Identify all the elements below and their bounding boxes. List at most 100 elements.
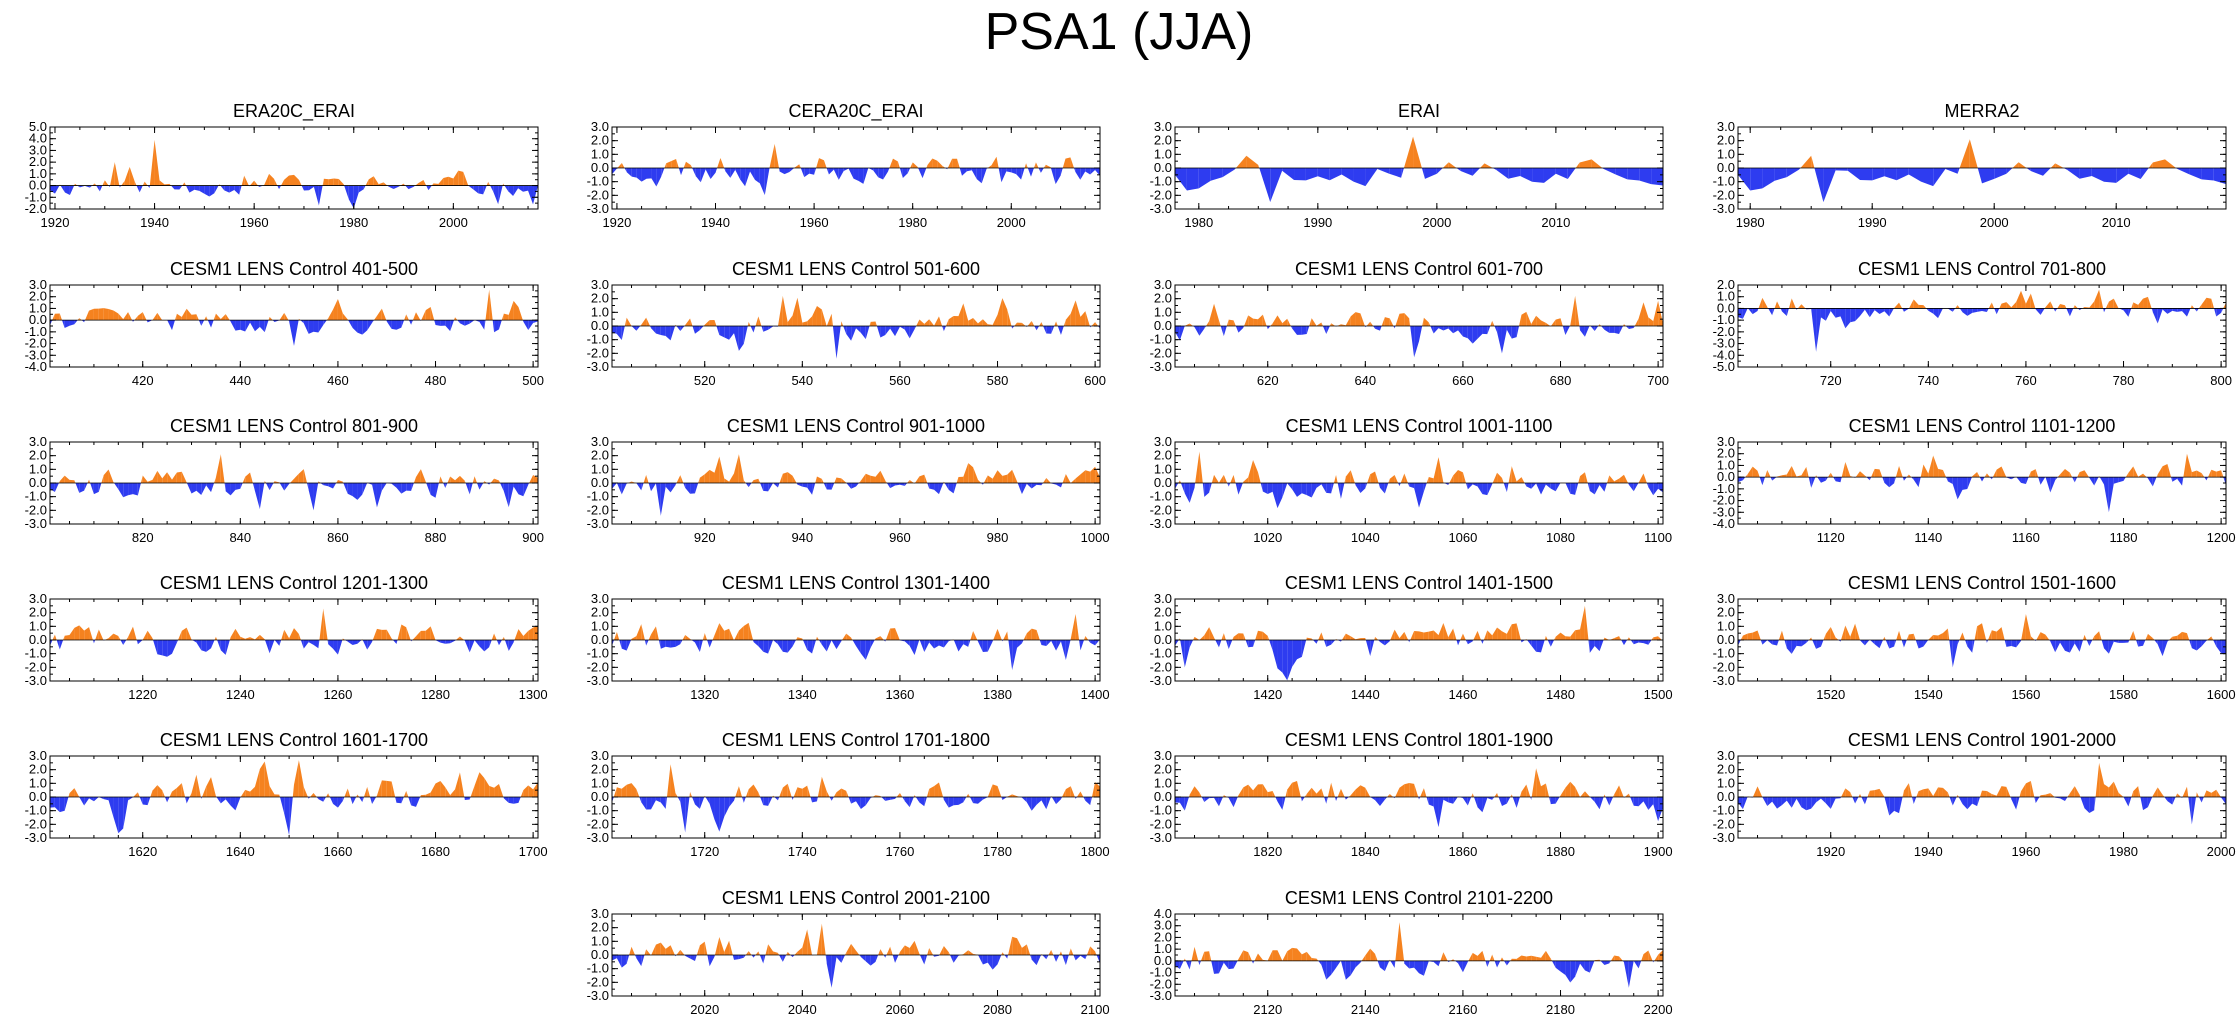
positive-segment [113, 311, 118, 321]
negative-segment [1994, 168, 2006, 179]
positive-segment [104, 308, 109, 320]
negative-segment [1083, 797, 1085, 801]
negative-segment [1051, 168, 1056, 184]
positive-segment [2197, 470, 2202, 477]
positive-segment [413, 312, 416, 320]
positive-segment [915, 941, 920, 955]
positive-segment [2109, 299, 2114, 309]
negative-segment [619, 640, 622, 649]
positive-segment [2153, 159, 2165, 168]
x-tick-label: 1960 [800, 215, 829, 230]
negative-segment [196, 640, 201, 650]
negative-segment [1463, 797, 1468, 806]
negative-segment [1453, 326, 1458, 333]
negative-segment [1530, 797, 1531, 800]
negative-segment [396, 320, 401, 330]
negative-segment [2189, 168, 2201, 179]
positive-segment [1069, 948, 1071, 955]
positive-segment [99, 308, 104, 320]
positive-segment [1071, 948, 1074, 955]
positive-segment [2041, 632, 2046, 640]
negative-segment [1180, 326, 1185, 340]
positive-segment [528, 627, 533, 640]
negative-segment [1507, 326, 1512, 339]
positive-segment [1439, 457, 1444, 483]
x-tick-label: 2000 [2207, 844, 2236, 859]
positive-segment [915, 476, 920, 483]
negative-segment [1032, 955, 1037, 965]
positive-segment [204, 316, 206, 320]
negative-segment [109, 797, 114, 817]
positive-segment [104, 469, 109, 483]
negative-segment [916, 797, 920, 802]
positive-segment [1561, 318, 1563, 326]
negative-segment [836, 955, 841, 963]
positive-segment [1263, 784, 1268, 797]
positive-segment [110, 162, 115, 185]
positive-segment [2002, 302, 2007, 308]
negative-segment [1643, 797, 1648, 810]
positive-segment [988, 475, 993, 483]
positive-segment [1230, 475, 1233, 483]
x-tick-label: 840 [229, 530, 251, 545]
negative-segment [1075, 168, 1080, 180]
positive-segment [793, 476, 797, 483]
positive-segment [676, 159, 679, 168]
negative-segment [866, 955, 871, 966]
positive-segment [968, 950, 973, 955]
negative-segment [1933, 168, 1945, 186]
negative-segment [165, 797, 167, 802]
negative-segment [157, 640, 162, 655]
positive-segment [387, 781, 392, 797]
negative-segment [884, 955, 886, 958]
negative-segment [2038, 477, 2040, 485]
y-tick-label: -3.0 [25, 830, 47, 845]
positive-segment [1914, 634, 1916, 640]
x-tick-label: 1800 [1081, 844, 1110, 859]
negative-segment [841, 955, 845, 963]
negative-segment [2065, 797, 2068, 801]
negative-segment [277, 186, 279, 190]
positive-segment [900, 945, 905, 955]
positive-segment [1758, 786, 1763, 797]
x-tick-label: 1160 [2012, 530, 2040, 545]
positive-segment [162, 790, 165, 797]
positive-segment [1545, 636, 1546, 640]
positive-segment [1938, 469, 1943, 477]
negative-segment [1437, 168, 1443, 174]
positive-segment [339, 179, 344, 186]
negative-segment [804, 168, 809, 177]
negative-segment [2172, 477, 2177, 482]
positive-segment [118, 313, 123, 320]
negative-segment [1953, 797, 1957, 806]
negative-segment [123, 797, 128, 829]
positive-segment [1204, 627, 1209, 640]
negative-segment [528, 320, 533, 330]
negative-segment [695, 640, 700, 652]
positive-segment [932, 158, 937, 168]
negative-segment [199, 320, 201, 326]
negative-segment [489, 640, 492, 647]
positive-segment [1199, 452, 1202, 483]
negative-segment [464, 797, 465, 800]
positive-segment [841, 478, 846, 483]
positive-segment [1054, 321, 1056, 326]
negative-segment [1502, 326, 1507, 353]
negative-segment [1772, 308, 1774, 315]
negative-segment [632, 326, 637, 331]
negative-segment [637, 168, 642, 182]
positive-segment [794, 787, 798, 797]
positive-segment [366, 179, 369, 185]
negative-segment [1565, 483, 1570, 494]
positive-segment [1224, 633, 1226, 640]
x-tick-label: 1300 [519, 687, 548, 702]
positive-segment [250, 787, 255, 797]
positive-segment [2070, 786, 2075, 797]
negative-segment [1904, 477, 1907, 481]
negative-segment [1224, 326, 1227, 336]
positive-segment [1614, 636, 1619, 640]
negative-segment [632, 168, 637, 178]
negative-segment [1022, 797, 1027, 802]
negative-segment [1546, 483, 1551, 489]
negative-segment [1219, 640, 1222, 647]
